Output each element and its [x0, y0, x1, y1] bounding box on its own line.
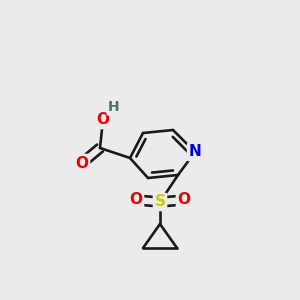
Text: O: O: [178, 193, 190, 208]
Text: S: S: [154, 194, 166, 209]
Text: H: H: [108, 100, 120, 114]
Text: N: N: [189, 145, 201, 160]
Text: O: O: [97, 112, 110, 128]
Text: O: O: [130, 193, 142, 208]
Text: O: O: [76, 155, 88, 170]
